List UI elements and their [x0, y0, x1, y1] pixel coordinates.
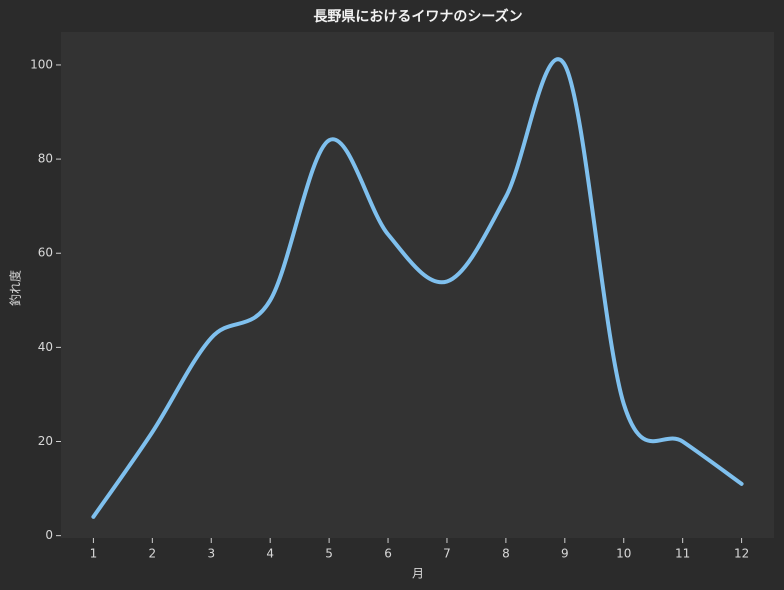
x-tick-label: 4	[266, 547, 274, 561]
chart-title: 長野県におけるイワナのシーズン	[313, 8, 522, 25]
x-tick-label: 10	[616, 547, 631, 561]
x-tick-label: 2	[149, 547, 157, 561]
x-tick-label: 11	[675, 547, 690, 561]
y-tick-label: 0	[45, 528, 53, 542]
y-tick-label: 60	[38, 246, 53, 260]
x-axis-label: 月	[412, 567, 424, 581]
x-tick-label: 7	[443, 547, 451, 561]
x-tick-label: 6	[384, 547, 392, 561]
data-line	[91, 57, 744, 519]
plot-area	[61, 32, 774, 538]
y-axis-label: 釣れ度	[8, 270, 23, 306]
x-tick-label: 8	[502, 547, 510, 561]
x-tick-label: 1	[90, 547, 98, 561]
y-tick-label: 80	[38, 152, 53, 166]
x-tick-label: 9	[561, 547, 569, 561]
x-tick-label: 5	[325, 547, 333, 561]
y-tick-label: 100	[30, 57, 53, 71]
x-tick-label: 12	[734, 547, 749, 561]
x-tick-label: 3	[207, 547, 215, 561]
y-tick-label: 40	[38, 340, 53, 354]
y-tick-label: 20	[38, 434, 53, 448]
